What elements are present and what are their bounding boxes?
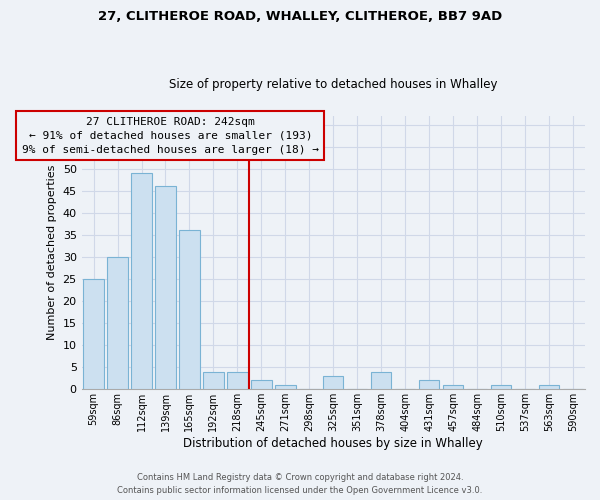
Bar — [323, 376, 343, 390]
Bar — [419, 380, 439, 390]
Bar — [371, 372, 391, 390]
Bar — [131, 173, 152, 390]
Bar — [203, 372, 224, 390]
Bar — [251, 380, 272, 390]
Text: 27, CLITHEROE ROAD, WHALLEY, CLITHEROE, BB7 9AD: 27, CLITHEROE ROAD, WHALLEY, CLITHEROE, … — [98, 10, 502, 23]
Bar — [155, 186, 176, 390]
Title: Size of property relative to detached houses in Whalley: Size of property relative to detached ho… — [169, 78, 497, 91]
Text: 27 CLITHEROE ROAD: 242sqm
← 91% of detached houses are smaller (193)
9% of semi-: 27 CLITHEROE ROAD: 242sqm ← 91% of detac… — [22, 116, 319, 154]
Text: Contains HM Land Registry data © Crown copyright and database right 2024.
Contai: Contains HM Land Registry data © Crown c… — [118, 474, 482, 495]
Bar — [443, 385, 463, 390]
Bar — [179, 230, 200, 390]
Bar — [227, 372, 248, 390]
X-axis label: Distribution of detached houses by size in Whalley: Distribution of detached houses by size … — [184, 437, 483, 450]
Bar — [491, 385, 511, 390]
Bar — [107, 257, 128, 390]
Bar — [275, 385, 296, 390]
Bar — [539, 385, 559, 390]
Y-axis label: Number of detached properties: Number of detached properties — [47, 165, 57, 340]
Bar — [83, 279, 104, 390]
